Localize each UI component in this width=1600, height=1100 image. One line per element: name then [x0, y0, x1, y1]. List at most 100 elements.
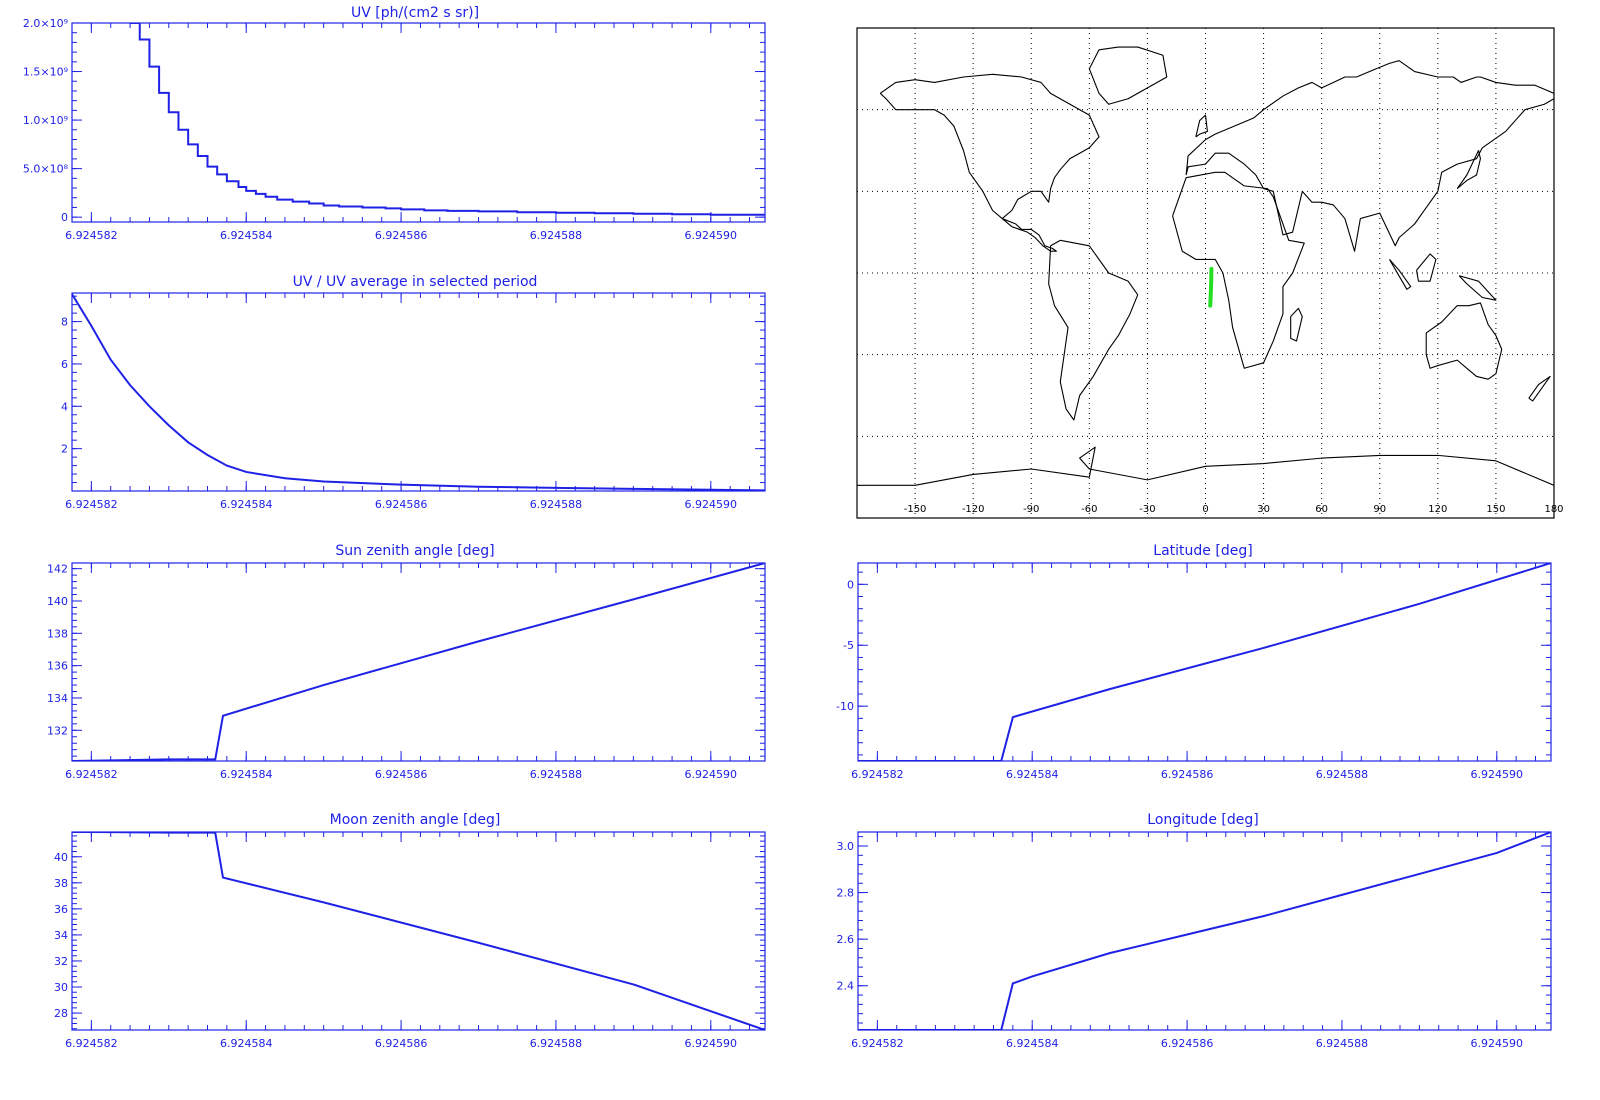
- x-tick-label: 6.924588: [1316, 768, 1369, 781]
- coastline-japan: [1456, 149, 1481, 190]
- panel-moon-zenith-angle: Moon zenith angle [deg] 6.924582 6.924584…: [54, 812, 766, 1050]
- y-tick-label: 40: [54, 851, 68, 864]
- x-tick-label: 6.924588: [530, 1037, 583, 1050]
- x-tick-label: 6.924590: [1471, 768, 1524, 781]
- x-tick-label: 6.924582: [65, 229, 118, 242]
- coastline-new-zealand: [1528, 375, 1551, 402]
- plot-frame: [857, 562, 1552, 762]
- y-tick-label: 38: [54, 877, 68, 890]
- plot-frame: [71, 22, 766, 223]
- y-tick-label: 132: [47, 724, 68, 737]
- y-tick-label: -5: [843, 639, 854, 652]
- y-tick-label: 2: [61, 443, 68, 456]
- y-tick-label: 30: [54, 981, 68, 994]
- x-tick-label: 6.924586: [375, 229, 428, 242]
- x-tick-label: 6.924582: [65, 1037, 118, 1050]
- plot-frame: [71, 562, 766, 762]
- x-tick-label: 6.924586: [375, 768, 428, 781]
- y-tick-label: 2.8: [837, 887, 855, 900]
- coastline-sumatra: [1388, 259, 1412, 290]
- plot-frame: [857, 831, 1552, 1031]
- x-tick-label: 6.924590: [1471, 1037, 1524, 1050]
- y-tick-label: 2.6: [837, 933, 855, 946]
- x-tick-label: 6.924588: [1316, 1037, 1369, 1050]
- x-tick-label: 6.924582: [851, 768, 904, 781]
- y-tick-label: 142: [47, 563, 68, 576]
- x-tick-label: 6.924582: [851, 1037, 904, 1050]
- panel-uv-average: UV / UV average in selected period 6.924…: [61, 274, 766, 511]
- longitude-tick-label: 0: [1202, 504, 1208, 515]
- series-line: [858, 832, 1551, 1030]
- x-tick-label: 6.924584: [220, 1037, 273, 1050]
- chart-title: Longitude [deg]: [1147, 812, 1258, 828]
- panel-world-map: -150 -120 -90 -60 -30 0 30 60 90 120 150 180: [856, 27, 1564, 519]
- x-tick-label: 6.924582: [65, 498, 118, 511]
- y-tick-label: 5.0×10⁸: [23, 163, 69, 176]
- coastline-central-america: [1001, 218, 1057, 252]
- coastline-africa: [1172, 171, 1305, 369]
- longitude-tick-label: -60: [1081, 504, 1097, 515]
- x-tick-label: 6.924588: [530, 498, 583, 511]
- x-tick-label: 6.924584: [220, 768, 273, 781]
- series-line: [72, 563, 765, 761]
- panel-sun-zenith-angle: Sun zenith angle [deg] 6.924582 6.924584 6…: [47, 543, 766, 781]
- panel-latitude: Latitude [deg] 6.924582 6.924584 6.924586 6…: [836, 543, 1552, 781]
- coastline-borneo: [1415, 253, 1437, 282]
- y-tick-label: 1.0×10⁹: [23, 114, 68, 127]
- coastline-madagascar: [1290, 307, 1303, 342]
- y-tick-label: 32: [54, 955, 68, 968]
- coastline-eurasia: [1185, 60, 1554, 252]
- y-tick-label: 2.4: [837, 980, 855, 993]
- y-tick-label: 0: [61, 211, 68, 224]
- x-tick-label: 6.924590: [685, 1037, 738, 1050]
- coastline-uk: [1195, 114, 1208, 138]
- series-line: [130, 23, 765, 217]
- longitude-tick-label: 150: [1486, 504, 1505, 515]
- x-tick-label: 6.924590: [685, 498, 738, 511]
- chart-title: Latitude [deg]: [1153, 543, 1252, 559]
- longitude-tick-label: 90: [1373, 504, 1386, 515]
- y-tick-label: 1.5×10⁹: [23, 66, 68, 79]
- longitude-tick-label: 120: [1428, 504, 1447, 515]
- satellite-track: [1208, 266, 1214, 308]
- plot-frame: [71, 292, 766, 492]
- y-tick-label: 28: [54, 1007, 68, 1020]
- x-tick-label: 6.924582: [65, 768, 118, 781]
- longitude-tick-label: 30: [1257, 504, 1270, 515]
- y-tick-label: 34: [54, 929, 68, 942]
- coastline-new-guinea: [1458, 275, 1497, 301]
- y-tick-label: 138: [47, 627, 68, 640]
- chart-title: Moon zenith angle [deg]: [330, 812, 501, 828]
- y-tick-label: 136: [47, 660, 68, 673]
- series-line: [858, 563, 1551, 761]
- x-tick-label: 6.924588: [530, 229, 583, 242]
- coastline-south-america: [1048, 239, 1139, 421]
- y-tick-label: 6: [61, 358, 68, 371]
- y-tick-label: 8: [61, 316, 68, 329]
- x-tick-label: 6.924586: [1161, 768, 1214, 781]
- longitude-tick-label: -30: [1139, 504, 1155, 515]
- x-tick-label: 6.924586: [375, 498, 428, 511]
- y-tick-label: 140: [47, 595, 68, 608]
- y-tick-label: 3.0: [837, 840, 855, 853]
- chart-title: UV / UV average in selected period: [293, 274, 538, 290]
- longitude-tick-label: 180: [1544, 504, 1563, 515]
- coastline-antarctica: [857, 446, 1554, 486]
- x-tick-label: 6.924590: [685, 229, 738, 242]
- series-line: [72, 832, 765, 1030]
- x-tick-label: 6.924588: [530, 768, 583, 781]
- plot-frame: [71, 831, 766, 1031]
- panel-uv: UV [ph/(cm2 s sr)] 6.924582 6.924584 6.924…: [23, 5, 766, 242]
- series-line: [72, 293, 765, 491]
- x-tick-label: 6.924584: [1006, 768, 1059, 781]
- chart-title: Sun zenith angle [deg]: [335, 543, 494, 559]
- x-tick-label: 6.924586: [1161, 1037, 1214, 1050]
- y-tick-label: 0: [847, 578, 854, 591]
- y-tick-label: 4: [61, 400, 68, 413]
- y-tick-label: 2.0×10⁹: [23, 17, 68, 30]
- longitude-tick-label: 60: [1315, 504, 1328, 515]
- y-tick-label: 36: [54, 903, 68, 916]
- coastline-australia: [1425, 302, 1503, 380]
- x-tick-label: 6.924590: [685, 768, 738, 781]
